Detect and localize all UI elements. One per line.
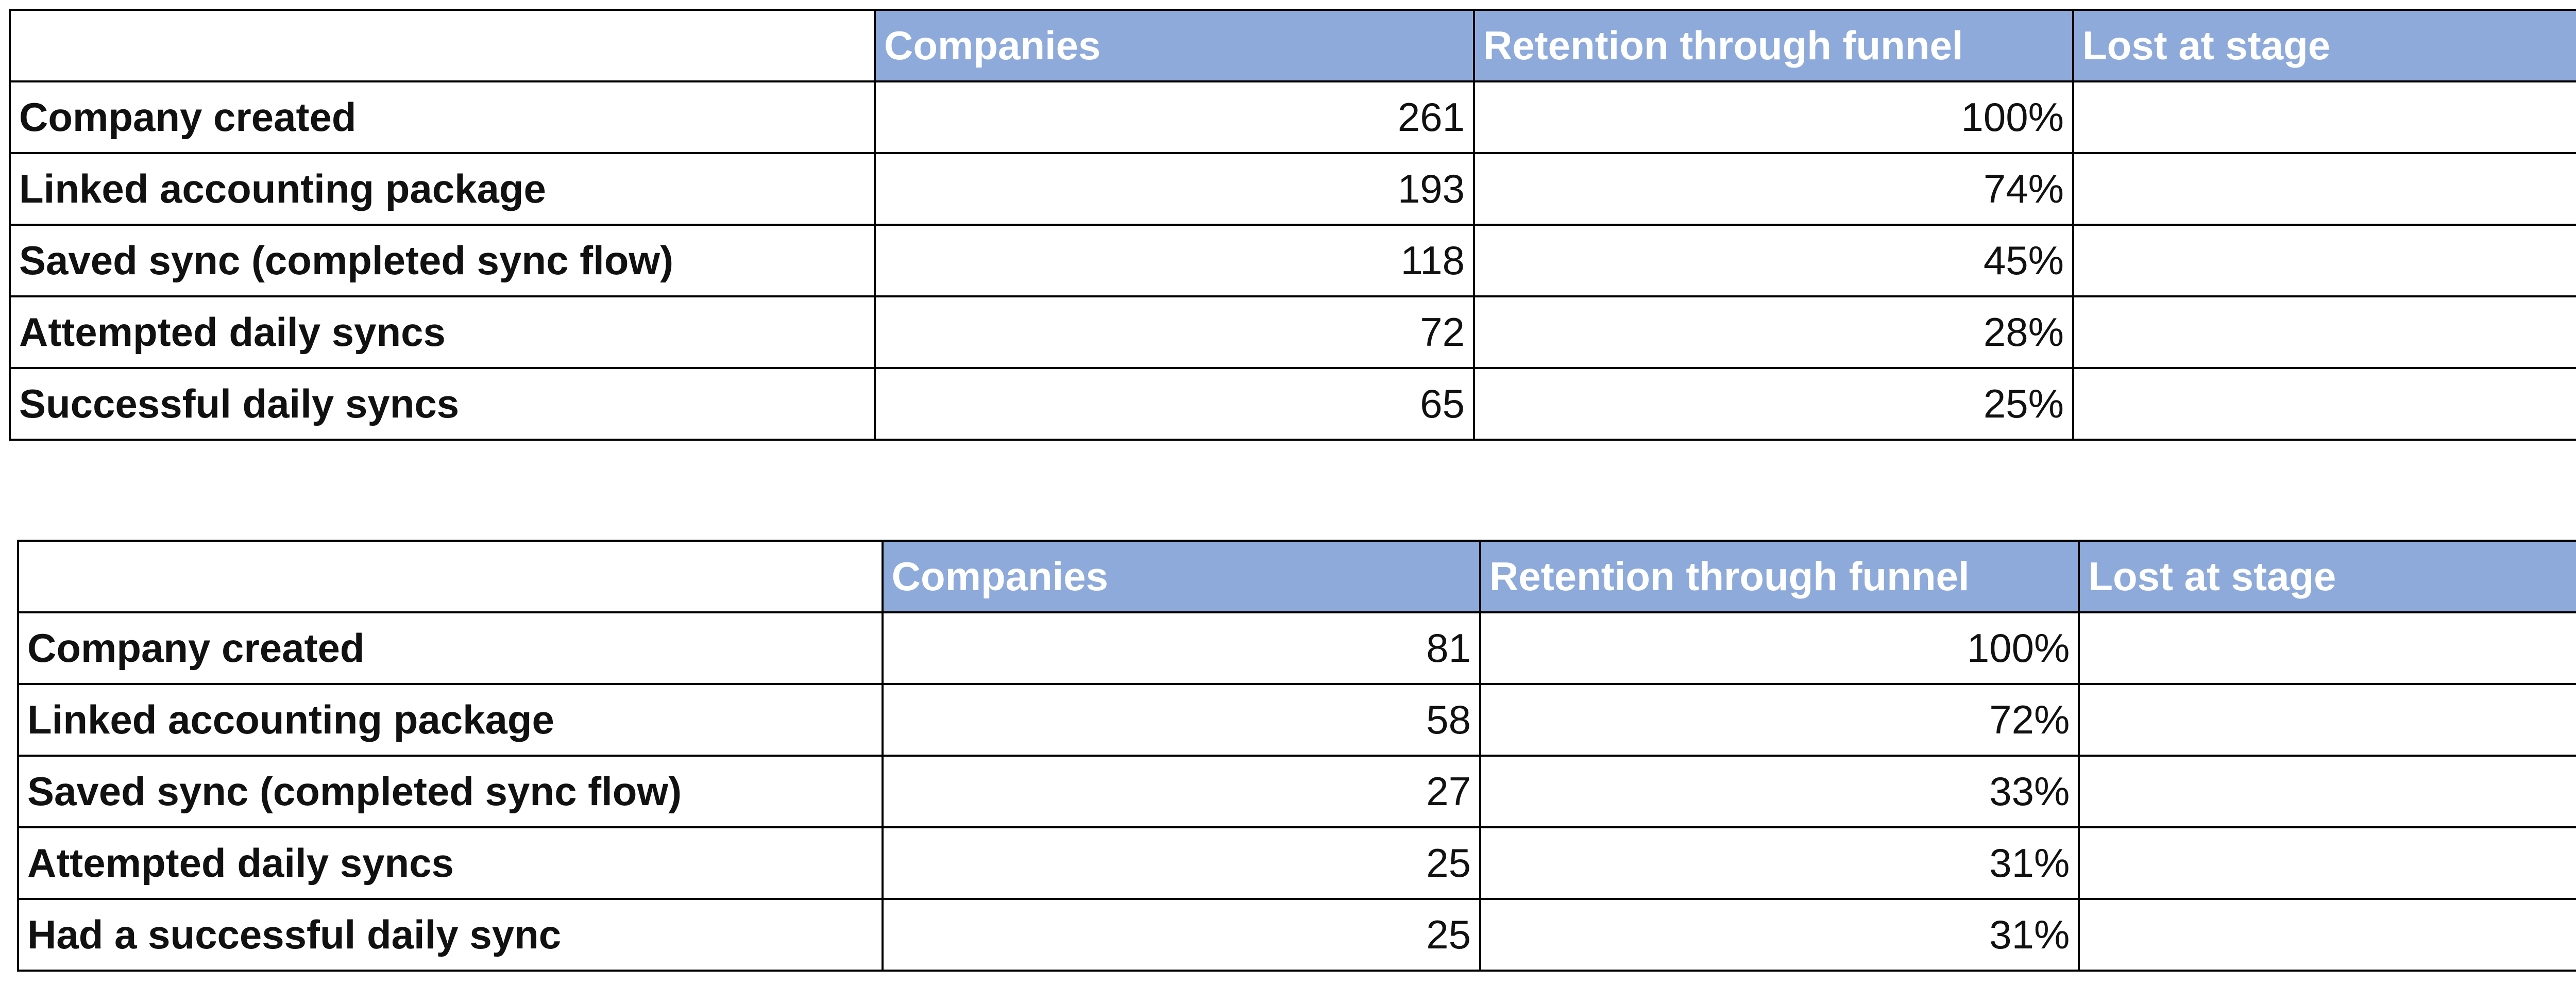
cell: 100%: [1479, 611, 2080, 685]
cell: 25%: [1473, 367, 2074, 441]
cell: 72%: [1479, 683, 2080, 757]
row-label: Successful daily syncs: [9, 367, 876, 441]
row-label: Linked accounting package: [17, 683, 884, 757]
column-header: Lost at stage: [2072, 9, 2576, 82]
cell: 0%: [2078, 898, 2576, 972]
header-row: Companies Retention through funnel Lost at…: [17, 540, 2576, 613]
column-header: Retention through funnel: [1473, 9, 2074, 82]
cell: 25: [881, 826, 1482, 900]
cell: 74%: [1473, 152, 2074, 226]
cell: 72: [874, 295, 1475, 369]
cell: 3%: [2072, 367, 2576, 441]
column-header: Companies: [874, 9, 1475, 82]
funnel-table: Companies Retention through funnel Lost at…: [9, 9, 2576, 441]
column-header: Companies: [881, 540, 1482, 613]
row-label: Company created: [9, 80, 876, 154]
row-label: Saved sync (completed sync flow): [17, 755, 884, 828]
cell: 26%: [2072, 152, 2576, 226]
cell: 261: [874, 80, 1475, 154]
cell: 25: [881, 898, 1482, 972]
cell: 38%: [2078, 755, 2576, 828]
cell: 65: [874, 367, 1475, 441]
funnel-table: Companies Retention through funnel Lost at…: [17, 540, 2576, 972]
row-label: Attempted daily syncs: [9, 295, 876, 369]
column-header: Lost at stage: [2078, 540, 2576, 613]
cell: 58: [881, 683, 1482, 757]
cell: 0%: [2072, 80, 2576, 154]
cell: 31%: [1479, 898, 2080, 972]
cell: 29%: [2072, 224, 2576, 297]
header-cell: [17, 540, 884, 613]
cell: 18%: [2072, 295, 2576, 369]
column-header: Retention through funnel: [1479, 540, 2080, 613]
header-cell: [9, 9, 876, 82]
row-label: Had a successful daily sync: [17, 898, 884, 972]
cell: 28%: [2078, 683, 2576, 757]
header-row: Companies Retention through funnel Lost at…: [9, 9, 2576, 82]
cell: 100%: [1473, 80, 2074, 154]
cell: 45%: [1473, 224, 2074, 297]
cell: 81: [881, 611, 1482, 685]
cell: 28%: [1473, 295, 2074, 369]
cell: 118: [874, 224, 1475, 297]
cell: 33%: [1479, 755, 2080, 828]
cell: 31%: [1479, 826, 2080, 900]
row-label: Attempted daily syncs: [17, 826, 884, 900]
cell: 0%: [2078, 611, 2576, 685]
cell: 193: [874, 152, 1475, 226]
row-label: Company created: [17, 611, 884, 685]
cell: 27: [881, 755, 1482, 828]
cell: 2%: [2078, 826, 2576, 900]
row-label: Saved sync (completed sync flow): [9, 224, 876, 297]
table-row: Saved sync (completed sync flow)11845%29…: [9, 224, 2576, 297]
row-label: Linked accounting package: [9, 152, 876, 226]
